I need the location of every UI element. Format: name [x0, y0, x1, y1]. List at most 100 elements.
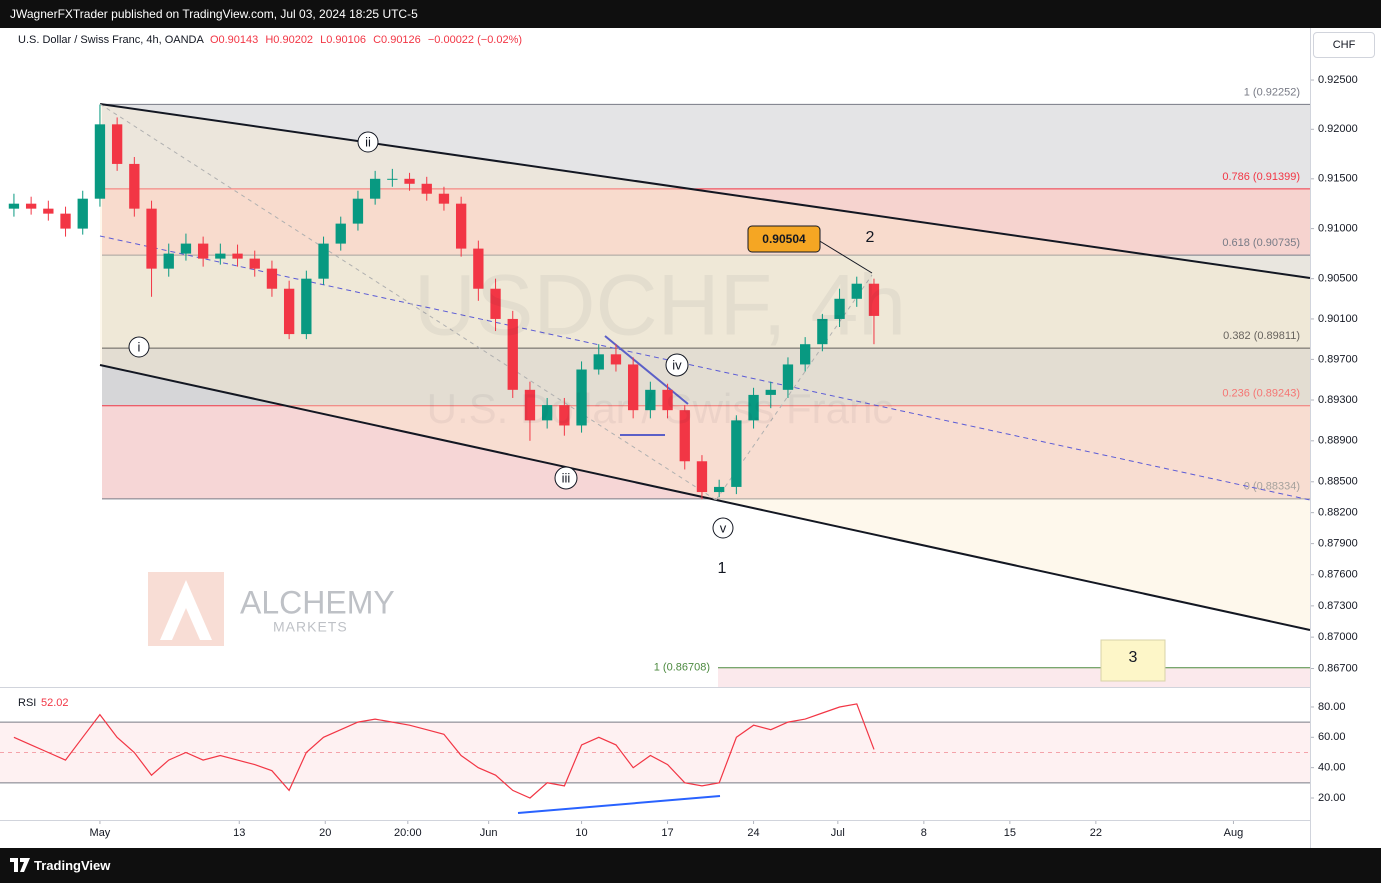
symbol-title: U.S. Dollar / Swiss Franc, 4h, OANDA	[18, 34, 204, 46]
rsi-tick-label: 60.00	[1318, 731, 1346, 743]
rsi-tick-label: 20.00	[1318, 792, 1346, 804]
fib-label: 1 (0.92252)	[1244, 86, 1300, 98]
wave-label: ii	[365, 134, 371, 149]
callout-line	[817, 239, 873, 274]
brand-icon	[10, 858, 30, 872]
fib-zone	[102, 348, 1310, 406]
y-tick-label: 0.87000	[1318, 631, 1358, 643]
candle-body	[352, 198, 364, 224]
y-tick-label: 0.91500	[1318, 173, 1358, 185]
ohlc-open: O0.90143	[209, 34, 259, 46]
y-tick-label: 0.90100	[1318, 313, 1358, 325]
wave-label: 1	[718, 560, 727, 577]
symbol-legend: U.S. Dollar / Swiss Franc, 4h, OANDA O0.…	[18, 34, 526, 46]
fib-label: 0.618 (0.90735)	[1222, 237, 1300, 249]
candle-body	[163, 253, 174, 269]
logo-mark	[160, 580, 212, 640]
candle-body	[748, 394, 759, 421]
fib-zone	[102, 188, 1310, 256]
ohlc-change: −0.00022 (−0.02%)	[427, 34, 523, 46]
brand: TradingView	[34, 858, 111, 873]
candle-body	[318, 243, 329, 279]
fib-label: 0 (0.88334)	[1244, 481, 1300, 493]
x-tick-label: 15	[1004, 827, 1016, 839]
y-tick-label: 0.88200	[1318, 507, 1358, 519]
y-tick-label: 0.92500	[1318, 74, 1358, 86]
ohlc-close: C0.90126	[373, 34, 421, 46]
x-tick-label: 10	[575, 827, 587, 839]
y-tick-label: 0.87600	[1318, 569, 1358, 581]
candle-body	[541, 405, 553, 421]
candle-body	[627, 364, 639, 411]
chart: 1 (0.92252) 0.786 (0.91399) 0.618 (0.90735…	[0, 28, 1381, 848]
candle-body	[713, 486, 725, 493]
y-tick-label: 0.87300	[1318, 600, 1358, 612]
y-tick-label: 0.90500	[1318, 273, 1358, 285]
x-tick-label: May	[90, 827, 111, 839]
candle-body	[473, 248, 484, 289]
candle-body	[679, 410, 690, 462]
y-tick-label: 0.88900	[1318, 435, 1358, 447]
x-tick-label: Jul	[831, 827, 845, 839]
candles	[8, 104, 880, 500]
y-tick-label: 0.89300	[1318, 394, 1358, 406]
x-tick-label: Jun	[480, 827, 498, 839]
y-tick-label: 0.89700	[1318, 353, 1358, 365]
candle-body	[782, 364, 794, 390]
fib-label: 0.786 (0.91399)	[1222, 171, 1300, 183]
ohlc-high: H0.90202	[265, 34, 314, 46]
candle-body	[111, 124, 123, 164]
candle-body	[455, 203, 467, 249]
x-tick-label: 8	[921, 827, 927, 839]
candle-body	[524, 389, 536, 421]
rsi-value: 52.02	[41, 697, 69, 709]
y-tick-label: 0.88500	[1318, 476, 1358, 488]
rsi-pane: 80.00 60.00 40.00 20.00	[0, 701, 1346, 804]
wave-projection	[99, 103, 717, 501]
wave-box	[1100, 639, 1166, 682]
watermark: U.S. Dollar / Swiss Franc	[427, 385, 894, 432]
divergence-line	[517, 795, 721, 814]
candle-body	[851, 283, 862, 299]
candle-body	[146, 208, 157, 269]
rsi-line	[13, 703, 875, 799]
wave-label: 3	[1129, 649, 1138, 666]
wave-label: v	[720, 520, 727, 535]
candle-body	[559, 405, 570, 426]
candle-body	[645, 389, 656, 411]
price-axis: 0.92500 0.92000 0.91500 0.91000 0.90500 0.901…	[90, 74, 1358, 839]
fib-label: 0.236 (0.89243)	[1222, 388, 1300, 400]
watermark: USDCHF, 4h	[414, 258, 906, 354]
wave-circle	[665, 353, 689, 377]
candle-body	[817, 318, 828, 345]
candle-body	[94, 124, 106, 199]
candle-body	[266, 268, 278, 289]
currency-button[interactable]: CHF	[1313, 32, 1375, 58]
channel-lower	[99, 364, 1311, 631]
x-tick-label: 24	[747, 827, 759, 839]
candle-body	[800, 344, 811, 365]
candle-body	[283, 288, 295, 335]
candle-body	[731, 420, 742, 487]
candle-body	[129, 163, 140, 209]
candle-body	[301, 278, 312, 335]
candle-body	[369, 178, 381, 199]
candle-body	[197, 243, 209, 259]
wave-circle	[554, 466, 578, 490]
candle-body	[696, 461, 708, 493]
wave-label: iv	[672, 357, 682, 372]
candle-body	[249, 258, 260, 269]
wave-label: i	[138, 339, 141, 354]
logo-text: ALCHEMY	[240, 584, 395, 620]
candle-body	[404, 178, 415, 184]
candle-body	[610, 354, 622, 365]
x-tick-label: 22	[1090, 827, 1102, 839]
candle-body	[180, 243, 192, 254]
ohlc-low: L0.90106	[320, 34, 367, 46]
y-tick-label: 0.87900	[1318, 538, 1358, 550]
y-tick-label: 0.92000	[1318, 123, 1358, 135]
x-tick-label: 20	[319, 827, 331, 839]
rsi-title: RSI	[18, 697, 36, 709]
y-tick-label: 0.86700	[1318, 662, 1358, 674]
x-tick-label: 17	[661, 827, 673, 839]
